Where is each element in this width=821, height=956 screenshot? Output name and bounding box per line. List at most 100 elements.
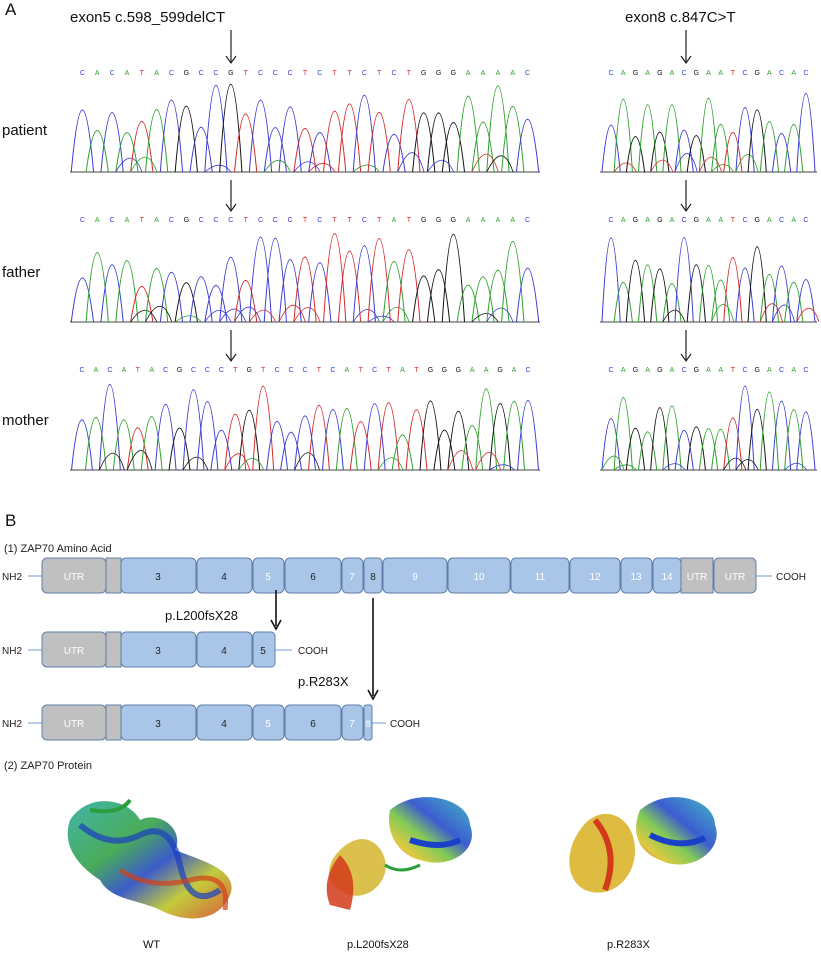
base-call-left-2-31: A [512, 367, 517, 374]
base-call-left-0-25: G [451, 70, 456, 77]
trace-peak-right-1-16 [796, 279, 816, 323]
base-call-left-1-29: A [510, 217, 515, 224]
trace-peak-left-0-17 [323, 110, 347, 173]
trace-peak-left-1-0 [70, 277, 95, 323]
trace-peak-left-0-9 [204, 84, 228, 173]
base-call-right-1-10: T [731, 217, 736, 224]
trace-peak-right-1-4 [650, 268, 670, 323]
base-call-right-2-12: G [754, 367, 759, 374]
trace-peak-right-0-0 [601, 124, 621, 173]
trace-peak-left-0-7 [174, 105, 198, 173]
trace-peak-left-2-0 [71, 419, 93, 471]
trace-peak-right-0-7 [686, 135, 706, 173]
mut2-exon-row: UTR 3 4 5 6 7 8 [41, 704, 373, 741]
trace-peak-right-2-4 [650, 407, 670, 471]
base-call-left-0-0: C [80, 70, 85, 77]
base-call-left-0-16: C [317, 70, 322, 77]
trace-peak-left-1-29 [501, 241, 525, 323]
trace-peak-left-2-10 [210, 430, 233, 471]
base-call-left-1-11: T [244, 217, 249, 224]
wt-exon-3-label: 3 [155, 572, 161, 583]
base-call-left-0-13: C [273, 70, 278, 77]
trace-peak-left-1-26 [456, 284, 480, 323]
trace-peak-left-0-19 [352, 95, 376, 173]
base-call-left-2-0: C [79, 367, 84, 374]
base-call-right-2-7: G [694, 367, 699, 374]
base-call-right-0-1: A [621, 70, 626, 77]
base-call-left-0-10: G [228, 70, 233, 77]
trace-peak-left-1-10 [219, 256, 243, 323]
trace-peak-left-0-11 [234, 113, 258, 173]
base-call-left-1-9: C [213, 217, 218, 224]
base-call-left-0-28: A [496, 70, 501, 77]
trace-peak-left-2-24 [405, 409, 428, 471]
base-call-left-2-5: A [149, 367, 154, 374]
trace-peak-left-2-21 [363, 403, 386, 471]
base-call-right-2-4: G [657, 367, 662, 374]
base-call-left-0-8: C [199, 70, 204, 77]
base-call-left-0-4: T [140, 70, 145, 77]
wt-exon-12-label: 12 [589, 572, 601, 583]
trace-peak-left-1-27 [471, 276, 495, 323]
trace-peak-left-2-1 [84, 417, 107, 471]
mut1-exon-5-label: 5 [260, 646, 266, 657]
base-call-left-2-21: C [372, 367, 377, 374]
base-call-left-1-16: C [317, 217, 322, 224]
base-call-left-1-23: G [421, 217, 426, 224]
base-call-right-1-9: A [718, 217, 723, 224]
base-call-right-2-14: C [779, 367, 784, 374]
trace-peak-left-2-30 [489, 403, 512, 471]
trace-peak-right-2-12 [747, 409, 767, 471]
domain-diagram: NH2 UTR 3 4 5 6 7 8 9 10 11 12 13 14 UTR… [2, 557, 806, 741]
base-call-left-2-17: T [317, 367, 322, 374]
base-call-left-2-19: A [344, 367, 349, 374]
trace-peak-left-1-25 [441, 233, 466, 323]
trace-peak-right-2-10 [723, 417, 743, 471]
trace-peak-left-0-20 [367, 112, 391, 173]
mut2-label: p.R283X [298, 674, 349, 689]
trace-peak-left-2-3 [112, 419, 135, 471]
mut1-exon-2 [105, 631, 122, 668]
wt-exon-11-label: 11 [535, 572, 546, 583]
trace-peak-left-1-1 [85, 252, 109, 323]
base-call-left-0-24: G [436, 70, 441, 77]
trace-peak-left-0-0 [70, 109, 95, 173]
trace-peak-left-2-17 [307, 404, 330, 471]
base-call-right-2-15: A [791, 367, 796, 374]
base-call-left-0-20: T [377, 70, 382, 77]
trace-peak-right-1-10 [723, 256, 743, 323]
base-call-left-2-2: C [107, 367, 112, 374]
trace-peak-left-1-28 [486, 270, 510, 323]
base-call-left-2-23: A [400, 367, 405, 374]
trace-peak-left-2-27 [447, 411, 470, 471]
mut1-utr-label: UTR [64, 646, 85, 657]
wt-exon-6-label: 6 [310, 572, 316, 583]
trace-peak-left-1-5 [144, 268, 169, 323]
r283x-protein-structure-icon [569, 797, 717, 893]
trace-peak-left-2-32 [517, 399, 539, 471]
base-call-left-1-7: G [184, 217, 189, 224]
mut1-label: p.L200fsX28 [165, 608, 238, 623]
base-call-left-1-5: A [154, 217, 159, 224]
trace-peak-left-0-3 [115, 132, 139, 173]
base-call-right-1-6: C [682, 217, 687, 224]
wt-exon-4-label: 4 [221, 572, 227, 583]
base-call-left-2-26: G [442, 367, 447, 374]
trace-peak-right-2-11 [735, 385, 755, 471]
base-call-left-1-21: A [392, 217, 397, 224]
mutation-label-exon5: exon5 c.598_599delCT [70, 9, 226, 26]
trace-peak-right-1-6 [674, 236, 694, 323]
wt-exon-11 [510, 557, 570, 594]
mut2-exon-7 [341, 704, 364, 741]
trace-peak-left-1-22 [397, 249, 421, 323]
base-call-right-0-11: C [742, 70, 747, 77]
base-call-left-2-11: T [233, 367, 238, 374]
wt-exon-10-label: 10 [473, 572, 485, 583]
wt-utr-3prime-b-label: UTR [725, 572, 746, 583]
base-call-right-1-3: A [645, 217, 650, 224]
base-call-right-1-4: G [657, 217, 662, 224]
mut2-cooh-label: COOH [390, 719, 420, 730]
trace-peak-left-0-10 [219, 83, 243, 173]
trace-peak-left-2-11 [224, 414, 247, 471]
trace-peak-left-1-6 [159, 271, 184, 323]
